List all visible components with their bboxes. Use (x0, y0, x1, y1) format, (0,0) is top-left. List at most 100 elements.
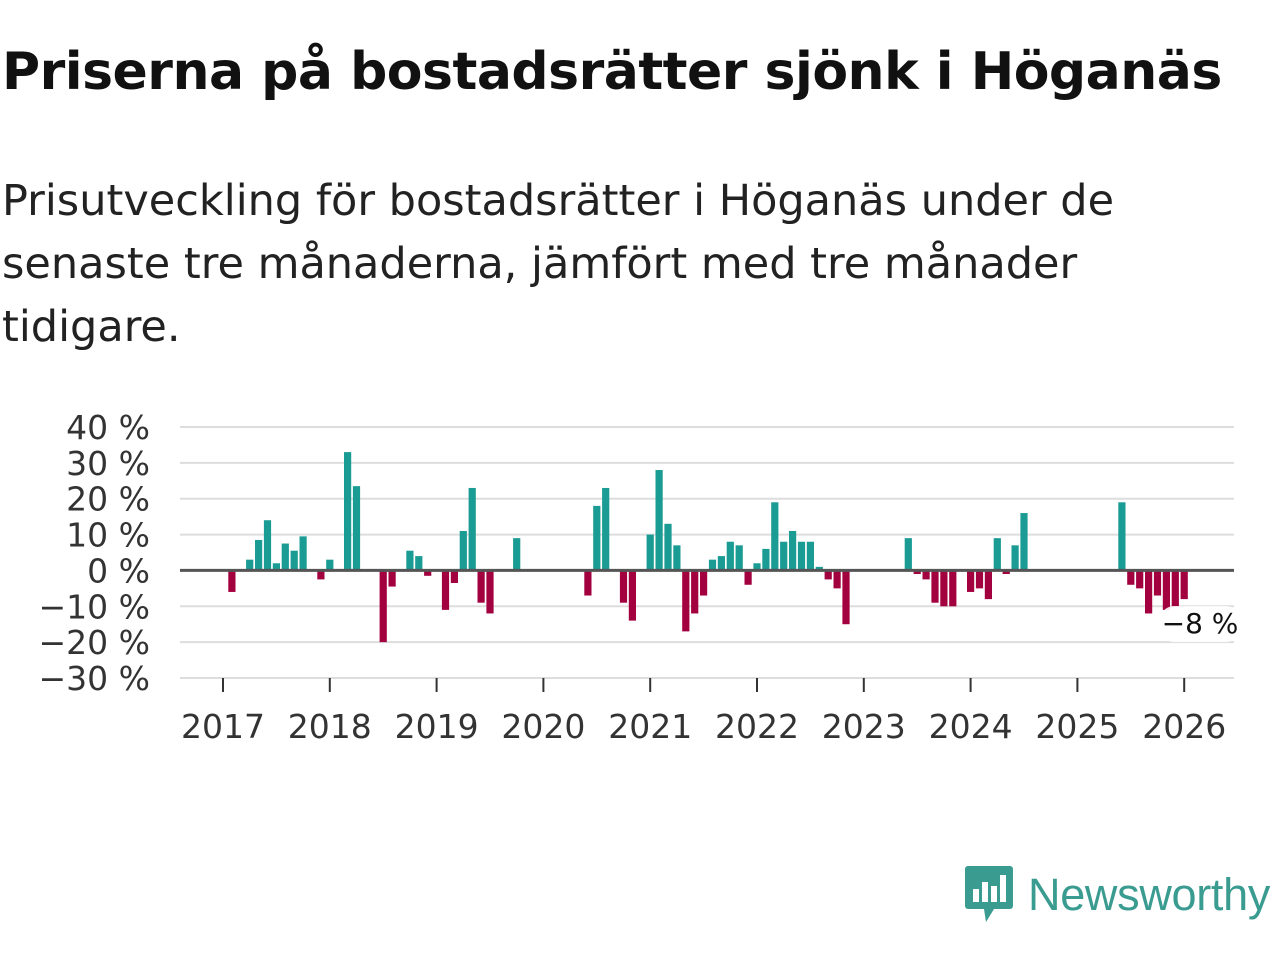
bar (797, 541, 806, 571)
bar (922, 570, 930, 580)
bar (424, 570, 432, 576)
bars (228, 452, 1188, 643)
bar (771, 502, 779, 571)
chart-title: Priserna på bostadsrätter sjönk i Höganä… (2, 42, 1222, 102)
bar (459, 530, 467, 571)
bar (931, 570, 939, 603)
bar (753, 563, 761, 571)
bar (780, 541, 788, 571)
y-tick-label: 0 % (87, 551, 150, 590)
bar (584, 570, 592, 596)
x-tick-label: 2017 (181, 707, 265, 746)
x-tick-label: 2024 (929, 707, 1013, 746)
bar (975, 570, 984, 589)
bar (477, 570, 485, 603)
brand-name: Newsworthy (1028, 869, 1271, 920)
bar (344, 452, 352, 571)
bar (833, 570, 841, 589)
bar (379, 570, 387, 643)
bar (1171, 570, 1179, 607)
x-tick-label: 2022 (715, 707, 799, 746)
bar (1127, 570, 1135, 585)
bar (290, 550, 298, 571)
y-tick-label: 40 % (66, 408, 150, 447)
x-tick-label: 2023 (822, 707, 906, 746)
bar (299, 536, 307, 571)
bar (486, 570, 494, 614)
bar (762, 548, 770, 571)
bar (744, 570, 752, 585)
gridlines (180, 426, 1234, 679)
bar (904, 538, 912, 571)
bar (1153, 570, 1162, 596)
newsworthy-logo-icon (965, 866, 1013, 922)
bar (789, 530, 797, 571)
bar (415, 556, 423, 571)
bar (619, 570, 628, 603)
bar (1162, 570, 1170, 610)
bar (967, 570, 975, 592)
bar (708, 559, 717, 571)
bar (691, 570, 699, 614)
bar (1020, 513, 1028, 571)
x-tick-label: 2025 (1035, 707, 1119, 746)
bar-chart: 40 %30 %20 %10 %0 %−10 %−20 %−30 % 2017 20… (39, 408, 1240, 746)
x-tick-label: 2018 (288, 707, 372, 746)
bar (326, 559, 334, 571)
bar (1180, 570, 1188, 600)
annotation-background (1160, 606, 1240, 643)
bar (272, 563, 280, 571)
bar (717, 556, 725, 571)
bar (246, 559, 254, 571)
bar (1136, 570, 1144, 589)
bar (352, 486, 361, 571)
x-tick-label: 2020 (501, 707, 585, 746)
bar (940, 570, 948, 607)
bar (602, 487, 610, 571)
bar (726, 541, 734, 571)
chart-subtitle: Prisutveckling för bostadsrätter i Högan… (2, 176, 1115, 352)
y-tick-label: 30 % (66, 444, 150, 483)
bar (824, 570, 832, 580)
bar (664, 523, 672, 571)
bar (806, 541, 814, 571)
bar (388, 570, 396, 587)
bar (513, 538, 521, 571)
bar (1118, 502, 1126, 571)
bar (450, 570, 458, 583)
bar (628, 570, 636, 621)
y-tick-label: −10 % (39, 587, 151, 626)
bar (1002, 570, 1010, 575)
bar (317, 570, 325, 580)
bar (646, 534, 654, 571)
x-tick-label: 2026 (1142, 707, 1226, 746)
brand-logo[interactable]: Newsworthy (964, 864, 1270, 926)
bar (673, 545, 681, 571)
bar (815, 566, 823, 571)
bar (441, 570, 450, 610)
y-tick-label: 10 % (66, 516, 150, 555)
axes: 40 %30 %20 %10 %0 %−10 %−20 %−30 % 2017 20… (39, 408, 1234, 746)
bar (682, 570, 690, 632)
bar (1145, 570, 1153, 614)
bar (655, 470, 663, 571)
bar (913, 570, 921, 575)
y-tick-label: −30 % (39, 659, 151, 698)
bar (700, 570, 708, 596)
y-tick-label: 20 % (66, 480, 150, 519)
y-tick-label: −20 % (39, 623, 151, 662)
bar (842, 570, 850, 625)
bar (406, 550, 414, 571)
bar (993, 538, 1001, 571)
bar (255, 539, 263, 571)
bar (949, 570, 957, 607)
bar (228, 570, 236, 592)
x-tick-label: 2019 (395, 707, 479, 746)
bar (263, 520, 272, 571)
annotations: −8 % (1160, 606, 1240, 643)
bar (735, 545, 743, 571)
latest-value-label: −8 % (1162, 607, 1239, 640)
bar (984, 570, 992, 600)
bar (281, 543, 289, 571)
bar (593, 505, 601, 571)
